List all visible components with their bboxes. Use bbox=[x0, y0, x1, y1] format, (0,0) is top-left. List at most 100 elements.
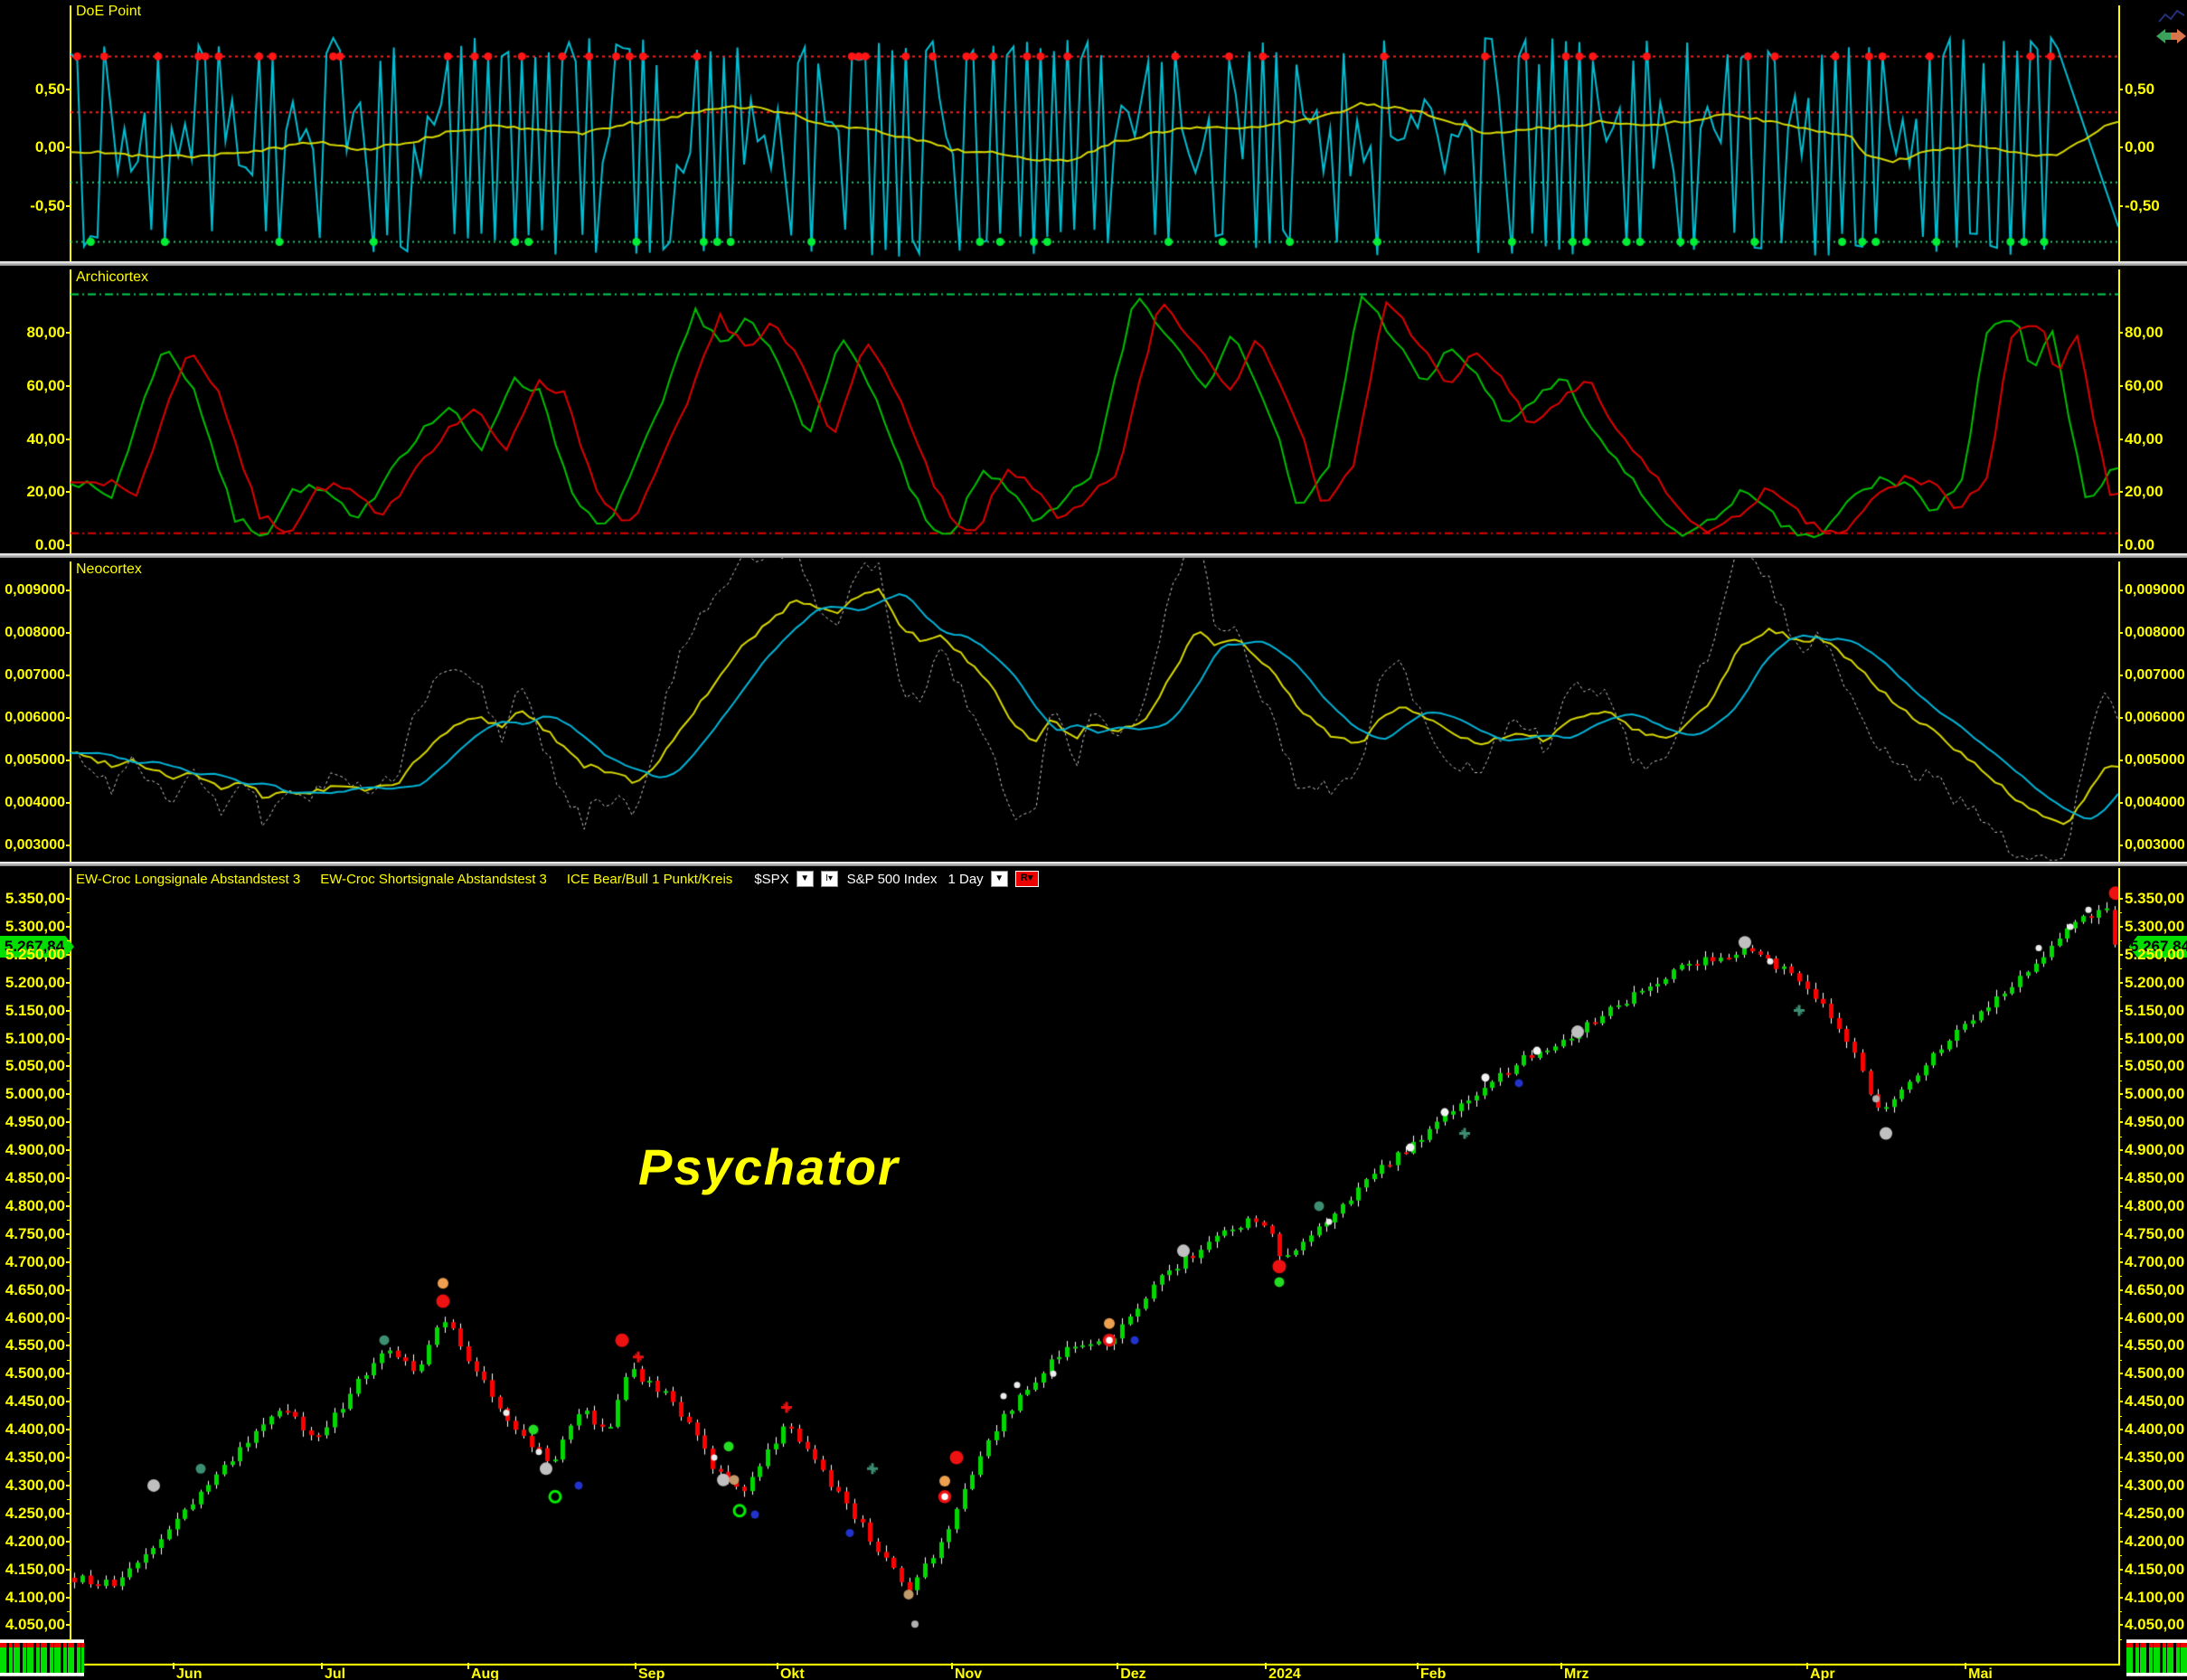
axis-label: 4.300,00 bbox=[2125, 1476, 2185, 1494]
axis-minor-tick bbox=[2118, 996, 2122, 998]
axis-label: 5.300,00 bbox=[2125, 917, 2185, 935]
axis-minor-tick bbox=[2118, 1024, 2122, 1026]
axis-minor-tick bbox=[2118, 1276, 2122, 1278]
axis-tick bbox=[66, 1288, 71, 1291]
axis-tick bbox=[66, 1540, 71, 1543]
axis-minor-tick bbox=[2118, 1387, 2122, 1389]
axis-label: 5.000,00 bbox=[2125, 1085, 2185, 1103]
symbol-label[interactable]: $SPX bbox=[754, 871, 789, 887]
axis-tick bbox=[66, 1512, 71, 1515]
axis-tick bbox=[66, 146, 71, 148]
axis-label: 0,005000 bbox=[2125, 752, 2185, 768]
neo-right-axis-line bbox=[2118, 562, 2120, 862]
axis-tick bbox=[2118, 1345, 2123, 1347]
axis-tick bbox=[66, 1373, 71, 1375]
axis-label: 4.150,00 bbox=[5, 1560, 65, 1578]
doe-right-axis-line bbox=[2118, 5, 2120, 261]
archicortex-plot[interactable] bbox=[71, 266, 2118, 553]
time-axis-line bbox=[71, 1664, 2118, 1666]
time-axis-tick bbox=[1806, 1663, 1809, 1669]
axis-minor-tick bbox=[2118, 1331, 2122, 1333]
legend-row bbox=[0, 1668, 84, 1673]
interval-dropdown-button[interactable]: I▾ bbox=[820, 871, 838, 887]
axis-label: 4.150,00 bbox=[2125, 1560, 2185, 1578]
period-dropdown-button[interactable]: ▼ bbox=[990, 871, 1008, 887]
axis-tick bbox=[2118, 1149, 2123, 1152]
axis-tick bbox=[2118, 1484, 2123, 1487]
axis-tick bbox=[2118, 1512, 2123, 1515]
axis-label: 0,008000 bbox=[2125, 625, 2185, 640]
candlestick-plot[interactable] bbox=[71, 866, 2118, 1666]
axis-label: 4.100,00 bbox=[5, 1588, 65, 1606]
axis-minor-tick bbox=[2118, 1638, 2122, 1640]
panel-divider-2[interactable] bbox=[0, 553, 2187, 558]
period-label[interactable]: 1 Day bbox=[947, 871, 984, 887]
axis-label: 4.800,00 bbox=[2125, 1196, 2185, 1214]
axis-tick bbox=[2118, 981, 2123, 984]
watermark-text: Psychator bbox=[638, 1138, 900, 1195]
axis-tick bbox=[66, 632, 71, 634]
axis-minor-tick bbox=[67, 912, 71, 914]
axis-label: 0,006000 bbox=[2125, 710, 2185, 725]
study-label-long[interactable]: EW-Croc Longsignale Abstandstest 3 bbox=[76, 871, 301, 887]
axis-label: 5.350,00 bbox=[2125, 890, 2185, 907]
realtime-button[interactable]: R▾ bbox=[1014, 871, 1039, 887]
axis-tick bbox=[66, 925, 71, 928]
axis-minor-tick bbox=[2118, 1583, 2122, 1585]
axis-minor-tick bbox=[67, 1192, 71, 1194]
axis-tick bbox=[66, 898, 71, 900]
axis-label: 4.950,00 bbox=[2125, 1113, 2185, 1131]
axis-label: -0,50 bbox=[2125, 196, 2160, 214]
study-label-ice[interactable]: ICE Bear/Bull 1 Punkt/Kreis bbox=[566, 871, 733, 887]
time-axis-tick bbox=[776, 1663, 778, 1669]
axis-label: 5.150,00 bbox=[5, 1001, 65, 1019]
axis-tick bbox=[2118, 953, 2123, 956]
axis-label: 4.050,00 bbox=[2125, 1616, 2185, 1634]
legend-row bbox=[2126, 1643, 2187, 1647]
axis-label: 4.450,00 bbox=[2125, 1392, 2185, 1411]
legend-row bbox=[2126, 1640, 2187, 1643]
neocortex-plot[interactable] bbox=[71, 558, 2118, 862]
legend-row bbox=[2126, 1673, 2187, 1675]
legend-row bbox=[0, 1640, 84, 1643]
axis-minor-tick bbox=[2118, 940, 2122, 942]
axis-label: 4.700,00 bbox=[2125, 1252, 2185, 1270]
main-right-axis-line bbox=[2118, 868, 2120, 1666]
axis-label: 4.550,00 bbox=[2125, 1336, 2185, 1354]
time-axis-tick bbox=[1417, 1663, 1419, 1669]
axis-minor-tick bbox=[2118, 1471, 2122, 1473]
axis-tick bbox=[2118, 1260, 2123, 1263]
symbol-dropdown-button[interactable]: ▼ bbox=[796, 871, 814, 887]
axis-label: 0,50 bbox=[34, 80, 65, 98]
study-label-short[interactable]: EW-Croc Shortsignale Abstandstest 3 bbox=[320, 871, 547, 887]
legend-row bbox=[0, 1652, 84, 1656]
axis-minor-tick bbox=[67, 1555, 71, 1557]
time-axis-tick bbox=[1265, 1663, 1268, 1669]
scroll-left-arrow-icon[interactable] bbox=[2156, 27, 2172, 45]
month-label: Mai bbox=[1968, 1666, 1993, 1680]
axis-label: 5.100,00 bbox=[5, 1029, 65, 1047]
archi-right-axis-line bbox=[2118, 269, 2120, 553]
axis-label: 4.300,00 bbox=[5, 1476, 65, 1494]
panel-divider-3[interactable] bbox=[0, 862, 2187, 866]
axis-tick bbox=[2118, 1373, 2123, 1375]
axis-label: 0,007000 bbox=[5, 667, 65, 683]
axis-tick bbox=[2118, 1232, 2123, 1235]
scroll-right-arrow-icon[interactable] bbox=[2171, 27, 2186, 45]
axis-label: 4.700,00 bbox=[5, 1252, 65, 1270]
axis-minor-tick bbox=[2118, 1192, 2122, 1194]
panel-divider-1[interactable] bbox=[0, 261, 2187, 266]
axis-label: 4.500,00 bbox=[5, 1364, 65, 1383]
axis-tick bbox=[2118, 632, 2123, 634]
axis-tick bbox=[66, 981, 71, 984]
axis-tick bbox=[66, 1093, 71, 1096]
axis-minor-tick bbox=[67, 1415, 71, 1417]
axis-label: 5.050,00 bbox=[2125, 1057, 2185, 1075]
axis-minor-tick bbox=[67, 1610, 71, 1612]
axis-label: 4.900,00 bbox=[5, 1141, 65, 1159]
axis-label: 4.600,00 bbox=[5, 1308, 65, 1326]
doe-plot[interactable] bbox=[71, 0, 2118, 261]
axis-minor-tick bbox=[67, 1220, 71, 1222]
axis-minor-tick bbox=[67, 1276, 71, 1278]
legend-row bbox=[0, 1665, 84, 1668]
